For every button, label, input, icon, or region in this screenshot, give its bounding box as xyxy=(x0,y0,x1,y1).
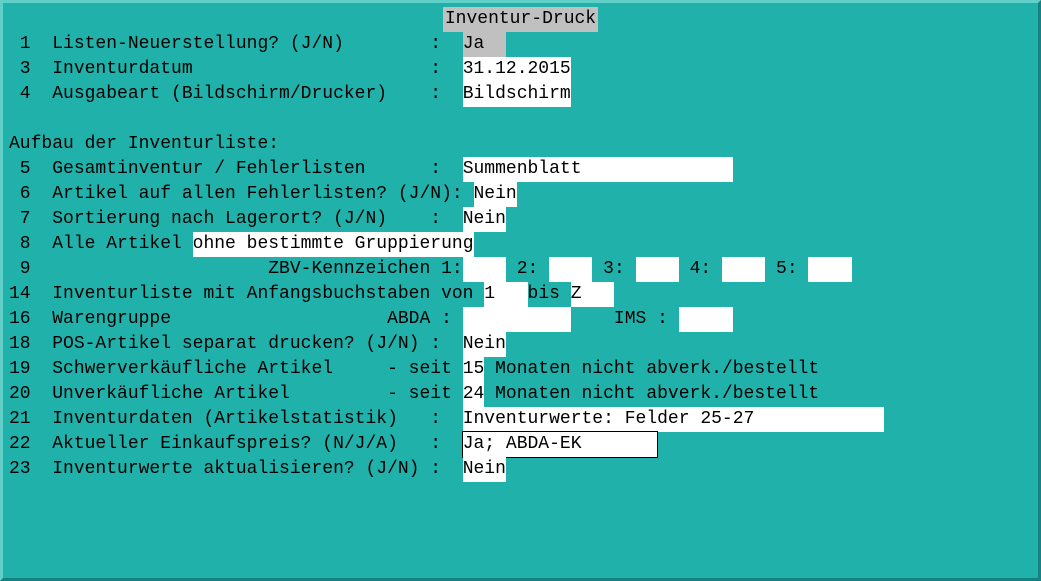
row-6: 6 Artikel auf allen Fehlerlisten? (J/N):… xyxy=(9,182,1032,207)
row-num: 5 xyxy=(9,157,31,182)
row-num: 20 xyxy=(9,382,31,407)
row-3: 3 Inventurdatum : 31.12.2015 xyxy=(9,57,1032,82)
row-4: 4 Ausgabeart (Bildschirm/Drucker) : Bild… xyxy=(9,82,1032,107)
label-zbv: ZBV-Kennzeichen 1: xyxy=(52,257,462,282)
row-num: 14 xyxy=(9,282,31,307)
row-22: 22 Aktueller Einkaufspreis? (N/J/A) : Ja… xyxy=(9,432,1032,457)
row-num: 6 xyxy=(9,182,31,207)
label-pos-artikel: POS-Artikel separat drucken? (J/N) : xyxy=(52,332,462,357)
section-label: Aufbau der Inventurliste: xyxy=(9,132,279,157)
label-anfangsbuchstaben: Inventurliste mit Anfangsbuchstaben von xyxy=(52,282,484,307)
label-unverkauf: Unverkäufliche Artikel - seit xyxy=(52,382,462,407)
label-fehlerlisten: Artikel auf allen Fehlerlisten? (J/N): xyxy=(52,182,473,207)
row-20: 20 Unverkäufliche Artikel - seit 24 Mona… xyxy=(9,382,1032,407)
label-inventurdatum: Inventurdatum : xyxy=(52,57,462,82)
row-num: 18 xyxy=(9,332,31,357)
row-9: 9 ZBV-Kennzeichen 1: 2: 3: 4: 5: xyxy=(9,257,1032,282)
field-bis[interactable]: Z xyxy=(571,282,614,307)
label-einkaufspreis: Aktueller Einkaufspreis? (N/J/A) : xyxy=(52,432,462,457)
field-abda[interactable] xyxy=(463,307,571,332)
row-num: 1 xyxy=(9,32,31,57)
label-alle-artikel: Alle Artikel xyxy=(52,232,192,257)
label-aktualisieren: Inventurwerte aktualisieren? (J/N) : xyxy=(52,457,462,482)
field-inventurdaten[interactable]: Inventurwerte: Felder 25-27 xyxy=(463,407,884,432)
row-num: 21 xyxy=(9,407,31,432)
row-14: 14 Inventurliste mit Anfangsbuchstaben v… xyxy=(9,282,1032,307)
row-num: 22 xyxy=(9,432,31,457)
field-ims[interactable] xyxy=(679,307,733,332)
tail-unverkauf: Monaten nicht abverk./bestellt xyxy=(484,382,819,407)
blank-row xyxy=(9,107,1032,132)
section-header: Aufbau der Inventurliste: xyxy=(9,132,1032,157)
row-num: 23 xyxy=(9,457,31,482)
field-unverkauf-monate[interactable]: 24 xyxy=(463,382,485,407)
tail-schwer: Monaten nicht abverk./bestellt xyxy=(484,357,819,382)
field-einkaufspreis[interactable]: Ja; ABDA-EK xyxy=(463,432,657,457)
row-num: 19 xyxy=(9,357,31,382)
row-num: 4 xyxy=(9,82,31,107)
field-gruppierung[interactable]: ohne bestimmte Gruppierung xyxy=(193,232,474,257)
row-5: 5 Gesamtinventur / Fehlerlisten : Summen… xyxy=(9,157,1032,182)
field-pos-artikel[interactable]: Nein xyxy=(463,332,506,357)
terminal-screen: Inventur-Druck 1 Listen-Neuerstellung? (… xyxy=(3,3,1038,486)
field-schwer-monate[interactable]: 15 xyxy=(463,357,485,382)
label-schwerverkauf: Schwerverkäufliche Artikel - seit xyxy=(52,357,462,382)
label-warengruppe: Warengruppe ABDA : xyxy=(52,307,462,332)
row-16: 16 Warengruppe ABDA : IMS : xyxy=(9,307,1032,332)
row-1: 1 Listen-Neuerstellung? (J/N) : Ja xyxy=(9,32,1032,57)
field-inventurdatum[interactable]: 31.12.2015 xyxy=(463,57,571,82)
row-18: 18 POS-Artikel separat drucken? (J/N) : … xyxy=(9,332,1032,357)
label-gesamtinventur: Gesamtinventur / Fehlerlisten : xyxy=(52,157,462,182)
title-row: Inventur-Druck xyxy=(9,7,1032,32)
field-sortierung[interactable]: Nein xyxy=(463,207,506,232)
field-von[interactable]: 1 xyxy=(484,282,527,307)
field-fehlerlisten[interactable]: Nein xyxy=(474,182,517,207)
field-aktualisieren[interactable]: Nein xyxy=(463,457,506,482)
page-title: Inventur-Druck xyxy=(443,7,598,32)
row-23: 23 Inventurwerte aktualisieren? (J/N) : … xyxy=(9,457,1032,482)
label-inventurdaten: Inventurdaten (Artikelstatistik) : xyxy=(52,407,462,432)
label-sortierung: Sortierung nach Lagerort? (J/N) : xyxy=(52,207,462,232)
field-zbv-5[interactable] xyxy=(808,257,851,282)
row-7: 7 Sortierung nach Lagerort? (J/N) : Nein xyxy=(9,207,1032,232)
row-19: 19 Schwerverkäufliche Artikel - seit 15 … xyxy=(9,357,1032,382)
row-num: 9 xyxy=(9,257,31,282)
row-21: 21 Inventurdaten (Artikelstatistik) : In… xyxy=(9,407,1032,432)
field-zbv-2[interactable] xyxy=(549,257,592,282)
field-zbv-4[interactable] xyxy=(722,257,765,282)
row-8: 8 Alle Artikel ohne bestimmte Gruppierun… xyxy=(9,232,1032,257)
label-ausgabeart: Ausgabeart (Bildschirm/Drucker) : xyxy=(52,82,462,107)
row-num: 16 xyxy=(9,307,31,332)
row-num: 8 xyxy=(9,232,31,257)
label-listen-neuerstellung: Listen-Neuerstellung? (J/N) : xyxy=(52,32,462,57)
field-zbv-3[interactable] xyxy=(636,257,679,282)
row-num: 3 xyxy=(9,57,31,82)
field-ausgabeart[interactable]: Bildschirm xyxy=(463,82,571,107)
row-num: 7 xyxy=(9,207,31,232)
field-zbv-1[interactable] xyxy=(463,257,506,282)
field-gesamtinventur[interactable]: Summenblatt xyxy=(463,157,733,182)
field-listen-neuerstellung[interactable]: Ja xyxy=(463,32,506,57)
